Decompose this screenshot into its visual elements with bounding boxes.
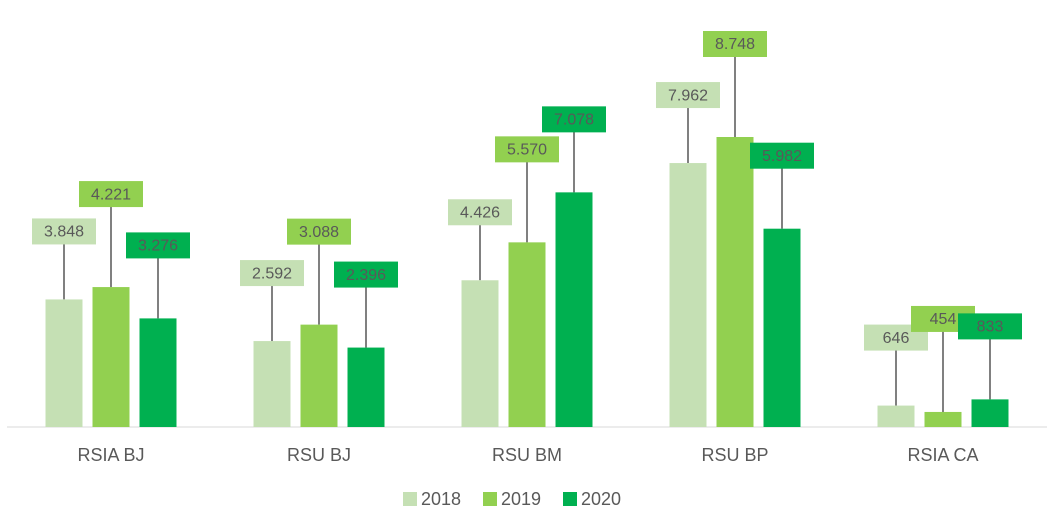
bar bbox=[347, 347, 385, 427]
value-label: 5.570 bbox=[507, 142, 547, 159]
value-label: 2.592 bbox=[252, 265, 292, 282]
x-tick-label: RSIA CA bbox=[907, 445, 978, 465]
bar bbox=[253, 341, 291, 427]
value-label: 7.962 bbox=[668, 87, 708, 104]
value-label-box bbox=[542, 106, 606, 133]
value-label: 3.088 bbox=[299, 224, 339, 241]
value-label: 3.276 bbox=[138, 238, 178, 255]
value-label-box bbox=[240, 260, 304, 287]
legend-swatch bbox=[483, 492, 497, 506]
value-label: 3.848 bbox=[44, 224, 84, 241]
value-label: 454 bbox=[930, 311, 957, 328]
value-label-box bbox=[32, 218, 96, 245]
bar bbox=[924, 411, 962, 427]
bar bbox=[92, 287, 130, 427]
value-label: 4.221 bbox=[91, 186, 131, 203]
legend-swatch bbox=[403, 492, 417, 506]
bar bbox=[555, 192, 593, 427]
x-tick-label: RSU BJ bbox=[287, 445, 351, 465]
legend-label: 2020 bbox=[581, 489, 621, 509]
bar bbox=[461, 280, 499, 427]
value-label: 5.982 bbox=[762, 148, 802, 165]
value-label: 4.426 bbox=[460, 204, 500, 221]
legend-label: 2018 bbox=[421, 489, 461, 509]
value-label-box bbox=[126, 232, 190, 259]
bar bbox=[716, 137, 754, 427]
x-tick-label: RSIA BJ bbox=[77, 445, 144, 465]
value-label: 2.396 bbox=[346, 267, 386, 284]
value-label: 833 bbox=[977, 319, 1004, 336]
x-tick-label: RSU BP bbox=[701, 445, 768, 465]
bar bbox=[669, 163, 707, 427]
bar bbox=[763, 228, 801, 427]
bar bbox=[877, 405, 915, 427]
bar bbox=[508, 242, 546, 427]
value-label-box bbox=[656, 82, 720, 109]
value-label-box bbox=[750, 142, 814, 169]
value-label-box bbox=[334, 261, 398, 288]
bar bbox=[139, 318, 177, 427]
legend-swatch bbox=[563, 492, 577, 506]
legend-label: 2019 bbox=[501, 489, 541, 509]
value-label: 8.748 bbox=[715, 36, 755, 53]
x-tick-label: RSU BM bbox=[492, 445, 562, 465]
bar bbox=[45, 299, 83, 427]
value-label: 7.078 bbox=[554, 112, 594, 129]
value-label-box bbox=[958, 313, 1022, 340]
bar bbox=[300, 324, 338, 427]
value-label-box bbox=[703, 31, 767, 57]
value-label-box bbox=[287, 218, 351, 245]
bar bbox=[971, 399, 1009, 427]
value-label-box bbox=[495, 136, 559, 163]
value-label-box bbox=[79, 181, 143, 208]
value-label-box bbox=[448, 199, 512, 226]
value-label: 646 bbox=[883, 330, 910, 347]
